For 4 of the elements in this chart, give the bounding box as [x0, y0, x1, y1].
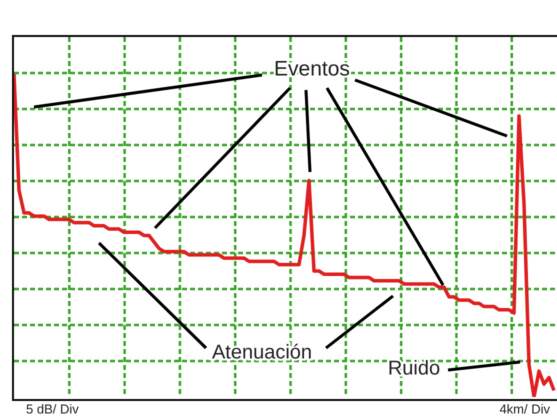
annotation: Ruido	[388, 357, 440, 380]
text: 4km/ Div	[499, 401, 550, 416]
text: 5 dB/ Div	[26, 401, 80, 416]
annotation: Atenuación	[212, 341, 312, 364]
